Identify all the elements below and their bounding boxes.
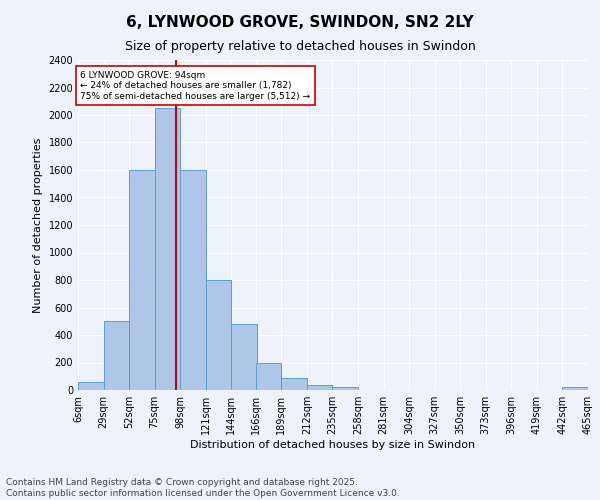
Text: 6, LYNWOOD GROVE, SWINDON, SN2 2LY: 6, LYNWOOD GROVE, SWINDON, SN2 2LY — [126, 15, 474, 30]
Bar — [562, 386, 588, 390]
Bar — [104, 322, 129, 390]
Bar — [78, 382, 104, 390]
Bar — [129, 170, 155, 390]
Bar — [281, 378, 307, 390]
Text: 6 LYNWOOD GROVE: 94sqm
← 24% of detached houses are smaller (1,782)
75% of semi-: 6 LYNWOOD GROVE: 94sqm ← 24% of detached… — [80, 71, 310, 101]
X-axis label: Distribution of detached houses by size in Swindon: Distribution of detached houses by size … — [190, 440, 476, 450]
Bar — [206, 280, 232, 390]
Text: Contains HM Land Registry data © Crown copyright and database right 2025.
Contai: Contains HM Land Registry data © Crown c… — [6, 478, 400, 498]
Bar — [307, 385, 332, 390]
Bar — [155, 108, 180, 390]
Text: Size of property relative to detached houses in Swindon: Size of property relative to detached ho… — [125, 40, 475, 53]
Bar — [180, 170, 206, 390]
Bar — [332, 387, 358, 390]
Bar — [232, 324, 257, 390]
Bar — [256, 362, 281, 390]
Y-axis label: Number of detached properties: Number of detached properties — [33, 138, 43, 312]
